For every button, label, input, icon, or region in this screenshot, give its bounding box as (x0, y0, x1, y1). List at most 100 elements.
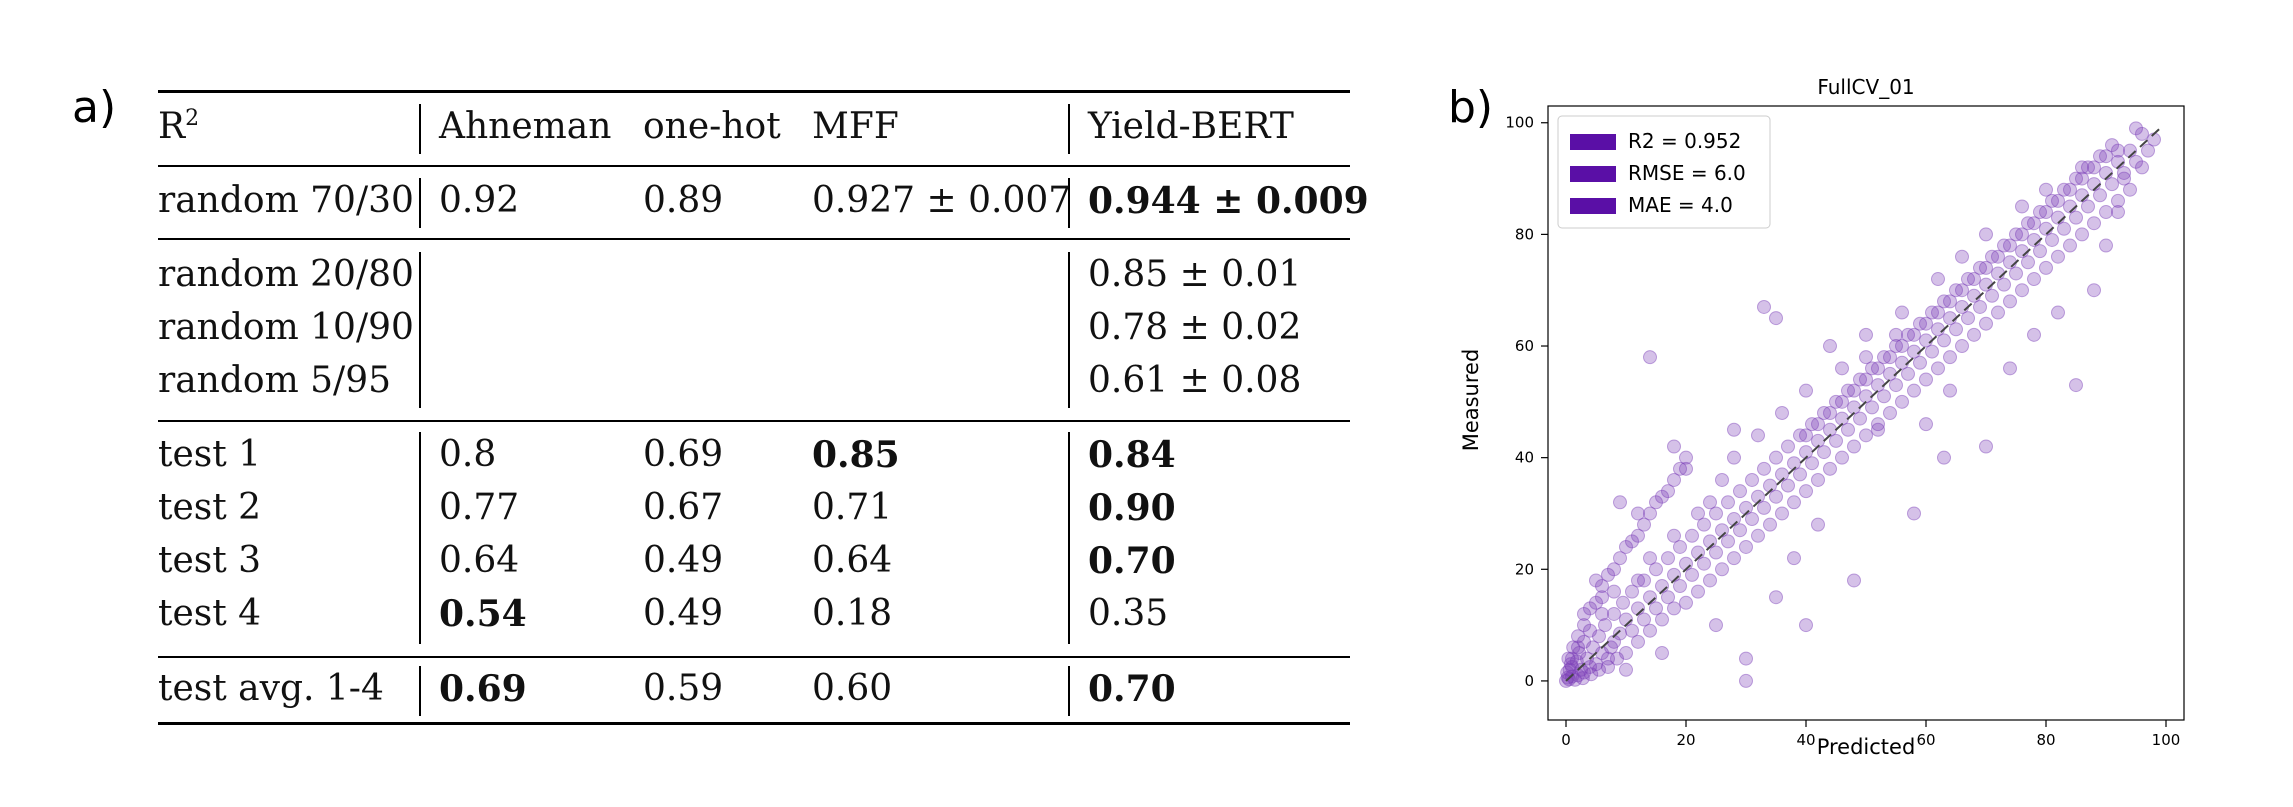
data-point (1943, 294, 1957, 309)
data-point (1865, 361, 1879, 376)
data-point (2123, 182, 2137, 197)
data-point (2135, 160, 2149, 175)
data-point (2117, 171, 2131, 186)
data-point (2015, 227, 2029, 242)
data-point (1583, 623, 1597, 638)
cell-value: 0.71 (812, 487, 893, 528)
data-point (1601, 567, 1615, 582)
data-point (2033, 244, 2047, 259)
data-point (1901, 366, 1915, 381)
row-name: test 4 (158, 593, 262, 634)
data-point (1853, 372, 1867, 387)
data-point (1919, 372, 1933, 387)
data-point (2051, 193, 2065, 208)
data-point (1859, 372, 1873, 387)
data-point (1592, 629, 1606, 644)
data-point (1583, 601, 1597, 616)
data-point (1565, 659, 1579, 674)
data-point (1569, 654, 1584, 669)
data-point (1973, 299, 1987, 314)
data-point (2009, 227, 2023, 242)
data-point (2003, 238, 2017, 253)
data-point (1745, 512, 1759, 527)
data-point (2081, 160, 2095, 175)
data-point (1643, 506, 1657, 521)
data-point (1733, 523, 1747, 538)
data-point (1673, 461, 1687, 476)
data-point (1709, 545, 1723, 560)
data-point (2111, 193, 2125, 208)
data-point (1775, 406, 1789, 420)
data-point (1997, 238, 2011, 253)
data-point (2027, 327, 2041, 342)
data-point (1601, 659, 1615, 674)
cell-value: 0.67 (643, 487, 724, 528)
data-point (1613, 626, 1627, 641)
data-point (2015, 283, 2029, 298)
data-point (1859, 428, 1873, 443)
cell-value: 0.35 (1088, 593, 1169, 634)
header-r2: R2 (158, 106, 200, 147)
data-point (1835, 394, 1849, 409)
data-point (1757, 299, 1771, 314)
data-point (1817, 406, 1831, 420)
data-point (2063, 238, 2077, 253)
y-tick-label: 20 (1515, 560, 1534, 578)
data-point (2021, 216, 2035, 231)
data-point (1895, 339, 1909, 354)
data-point (1595, 590, 1609, 605)
data-point (1625, 623, 1639, 638)
data-point (1685, 567, 1699, 582)
data-point (1661, 484, 1675, 499)
cell-value: 0.49 (643, 540, 724, 581)
row-name: test 1 (158, 434, 262, 475)
data-point (1561, 651, 1576, 666)
data-point (2081, 199, 2095, 214)
data-point (1679, 461, 1693, 476)
data-point (2129, 121, 2143, 136)
vsep (419, 666, 421, 716)
legend: R2 = 0.952 RMSE = 6.0 MAE = 4.0 (1557, 115, 1771, 229)
data-point (1598, 618, 1612, 633)
data-point (1715, 562, 1729, 577)
data-point (2021, 255, 2035, 270)
data-point (1703, 495, 1717, 510)
data-point (1727, 422, 1741, 437)
legend-swatch (1570, 166, 1616, 182)
data-point (1889, 339, 1903, 354)
data-point (1853, 411, 1867, 426)
data-point (1781, 439, 1795, 454)
data-point (1667, 528, 1681, 543)
table-rule-header (158, 165, 1350, 167)
row-name: random 10/90 (158, 307, 414, 348)
data-point (1631, 573, 1645, 588)
data-point (1925, 344, 1939, 359)
data-point (1913, 355, 1927, 370)
vsep (419, 252, 421, 408)
data-point (1889, 378, 1903, 393)
data-point (1625, 584, 1639, 599)
data-point (2003, 361, 2017, 376)
data-point (1877, 350, 1891, 365)
data-point (1979, 316, 1993, 331)
data-point (2099, 149, 2113, 164)
data-point (1907, 327, 1921, 342)
data-point (2111, 205, 2125, 220)
data-point (1889, 327, 1903, 342)
data-point (1895, 394, 1909, 409)
data-point (1589, 573, 1603, 588)
data-point (2027, 272, 2041, 287)
header-mff: MFF (812, 106, 899, 147)
data-point (1913, 316, 1927, 331)
cell-value-best: 0.54 (439, 593, 527, 635)
data-point (1781, 478, 1795, 493)
data-point (2135, 126, 2149, 141)
data-point (1577, 606, 1591, 621)
data-point (2129, 154, 2143, 169)
results-table: R2 Ahneman one-hot MFF Yield-BERT random… (158, 90, 1369, 730)
data-point (1577, 665, 1591, 680)
table-rule-bottom (158, 722, 1350, 725)
data-point (1616, 595, 1630, 610)
data-point (1757, 461, 1771, 476)
data-point (1673, 579, 1687, 594)
